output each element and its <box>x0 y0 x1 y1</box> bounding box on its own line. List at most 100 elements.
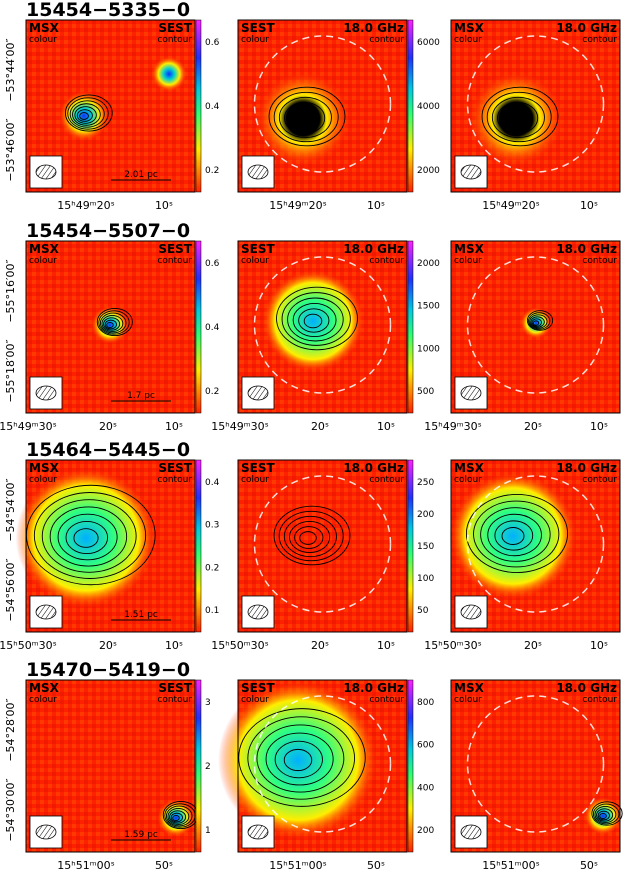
dec-tick-label: −55°18′00″ <box>4 339 17 402</box>
beam-inset <box>454 815 488 849</box>
ra-tick-label: 20ˢ <box>311 420 329 433</box>
colour-bar-tick: 600 <box>417 741 434 751</box>
emission-blob <box>90 305 130 345</box>
beam-ellipse <box>247 164 269 180</box>
contour-line <box>276 286 358 351</box>
contour-line <box>72 103 101 126</box>
contour-line <box>101 314 124 333</box>
panel-label-right: 18.0 GHz <box>556 242 617 256</box>
dec-tick-label: −54°28′00″ <box>4 698 17 761</box>
scale-bar-label: 1.59 pc <box>124 830 158 840</box>
ra-tick-label: 10ˢ <box>367 199 385 212</box>
panel-label-right: 18.0 GHz <box>343 21 404 35</box>
panel-label-left: SEST <box>241 21 275 35</box>
colour-bar-tick: 0.4 <box>205 323 220 333</box>
contour-set <box>96 307 133 337</box>
map-frame <box>450 19 621 193</box>
contour-line <box>592 803 620 825</box>
contour-line <box>294 526 324 549</box>
panel-sub-right: contour <box>582 475 617 485</box>
ra-tick-label: 10ˢ <box>377 639 395 652</box>
panel-sub-left: colour <box>454 475 482 485</box>
panel-label-left: MSX <box>454 681 485 695</box>
contour-line <box>165 805 193 827</box>
panel-sub-left: colour <box>454 35 482 45</box>
star-marker: ★ <box>512 116 520 126</box>
panel-sub-right: contour <box>582 256 617 266</box>
ra-tick-label: 50ˢ <box>367 859 385 872</box>
contour-line <box>281 292 351 346</box>
contour-line <box>289 107 319 130</box>
contour-line <box>529 314 548 329</box>
contour-line <box>528 312 551 330</box>
contour-line <box>303 313 323 329</box>
colour-bar <box>195 240 202 414</box>
panel-label-left: SEST <box>241 461 275 475</box>
panel-sub-left: colour <box>29 475 57 485</box>
contour-line <box>530 316 545 328</box>
panel-label-left: MSX <box>29 681 60 695</box>
contour-line <box>256 724 345 793</box>
contour-line <box>273 505 351 566</box>
beam-ellipse <box>460 164 482 180</box>
contour-line <box>532 320 540 326</box>
panel-sub-left: colour <box>241 35 269 45</box>
colour-bar-tick: 500 <box>417 387 434 397</box>
panel-sub-left: colour <box>241 475 269 485</box>
contour-line <box>591 801 623 826</box>
ra-tick-label: 15ʰ51ᵐ00ˢ <box>57 859 114 872</box>
contour-line <box>69 100 105 128</box>
contour-line <box>79 112 89 120</box>
colour-bar-tick: 1 <box>205 826 211 836</box>
dec-tick-label: −53°44′00″ <box>4 38 17 101</box>
contour-line <box>491 96 545 139</box>
contour-line <box>247 716 356 800</box>
ra-tick-label: 20ˢ <box>524 420 542 433</box>
contour-line <box>167 807 190 826</box>
colour-bar-tick: 0.2 <box>205 166 219 176</box>
ra-tick-label: 15ʰ49ᵐ30ˢ <box>424 420 481 433</box>
contour-line <box>170 812 183 823</box>
emission-blob <box>520 307 552 339</box>
panel-sub-left: colour <box>29 256 57 266</box>
scale-bar-label: 1.51 pc <box>124 610 158 620</box>
row-title: 15464−5445−0 <box>26 439 190 461</box>
ra-tick-label: 15ʰ49ᵐ30ˢ <box>211 420 268 433</box>
contour-set <box>526 310 554 331</box>
colour-bar-tick: 400 <box>417 783 434 793</box>
colour-bar <box>195 19 202 193</box>
contour-set <box>591 801 623 826</box>
contour-line <box>274 740 323 779</box>
colour-bar-tick: 200 <box>417 510 434 520</box>
contour-line <box>169 810 187 824</box>
primary-beam-circle <box>253 35 392 173</box>
primary-beam-circle <box>466 695 605 833</box>
contour-line <box>480 507 551 562</box>
row-title: 15470−5419−0 <box>26 659 190 681</box>
emission-blob <box>261 269 365 373</box>
contour-line <box>103 317 121 331</box>
ra-tick-label: 15ʰ49ᵐ20ˢ <box>482 199 539 212</box>
panel-label-right: 18.0 GHz <box>343 242 404 256</box>
panel-sub-left: colour <box>454 256 482 266</box>
dec-tick-label: −53°46′00″ <box>4 118 17 181</box>
contour-set <box>273 505 351 566</box>
colour-bar <box>195 679 202 853</box>
colour-bar-tick: 6000 <box>417 38 440 48</box>
panel-label-left: MSX <box>454 242 485 256</box>
beam-ellipse <box>35 604 57 620</box>
scale-bar-label: 2.01 pc <box>124 170 158 180</box>
colour-bar-tick: 1500 <box>417 302 440 312</box>
scale-bar-label: 1.7 pc <box>127 391 155 401</box>
panel-label-left: SEST <box>241 242 275 256</box>
colour-bar-tick: 0.6 <box>205 38 220 48</box>
contour-line <box>265 732 334 786</box>
primary-beam-circle <box>253 256 392 394</box>
contour-line <box>292 302 337 338</box>
colour-bar-tick: 0.1 <box>205 606 219 616</box>
